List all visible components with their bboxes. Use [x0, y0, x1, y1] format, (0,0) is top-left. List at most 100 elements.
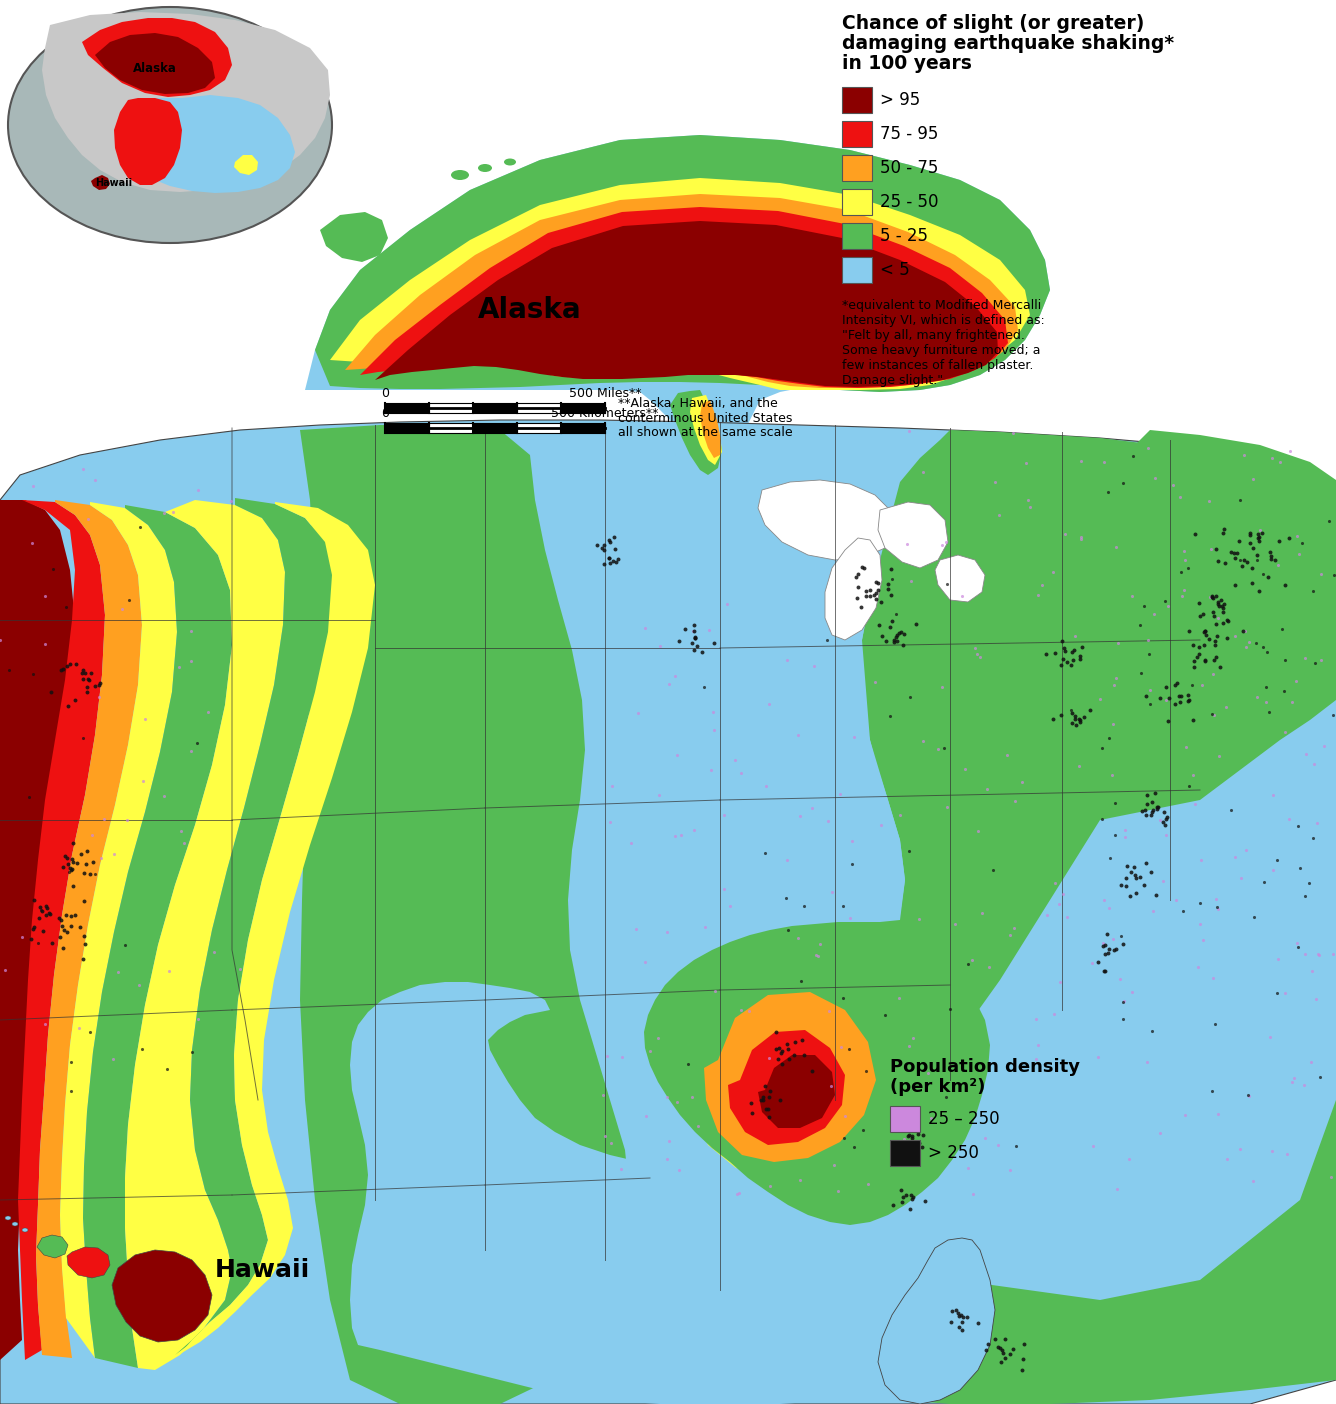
- Text: Hawaii: Hawaii: [95, 178, 132, 188]
- Point: [220, 490, 242, 512]
- Point: [1101, 764, 1122, 786]
- Polygon shape: [704, 993, 876, 1163]
- Point: [1145, 468, 1166, 490]
- Bar: [890, 1140, 921, 1165]
- Point: [1205, 612, 1226, 635]
- Point: [783, 1045, 804, 1067]
- Point: [1185, 793, 1206, 816]
- Point: [1213, 611, 1234, 633]
- Point: [1189, 591, 1210, 614]
- Point: [770, 1042, 791, 1064]
- Point: [1158, 687, 1180, 709]
- Point: [168, 656, 190, 678]
- Point: [1019, 496, 1041, 518]
- Polygon shape: [758, 1054, 835, 1127]
- Point: [975, 1126, 997, 1148]
- Point: [942, 1300, 963, 1323]
- Point: [945, 1299, 966, 1321]
- Point: [1275, 649, 1296, 671]
- Point: [758, 1047, 779, 1070]
- Point: [1186, 646, 1208, 668]
- Point: [1130, 663, 1152, 685]
- Point: [831, 1036, 852, 1059]
- Point: [174, 831, 195, 854]
- Bar: [890, 1106, 921, 1132]
- Text: > 95: > 95: [880, 91, 921, 110]
- Point: [1208, 591, 1229, 614]
- Point: [1233, 621, 1255, 643]
- Point: [1156, 807, 1177, 830]
- Point: [898, 1123, 919, 1146]
- Point: [1146, 797, 1168, 820]
- Bar: [385, 423, 429, 432]
- Point: [999, 1158, 1021, 1181]
- Point: [957, 1306, 978, 1328]
- Point: [1102, 928, 1124, 951]
- Polygon shape: [878, 503, 949, 569]
- Point: [51, 908, 72, 931]
- Point: [593, 539, 615, 562]
- Point: [816, 810, 838, 833]
- Point: [39, 901, 60, 924]
- Point: [912, 461, 934, 483]
- Point: [1192, 674, 1213, 696]
- Point: [1050, 970, 1071, 993]
- Point: [1136, 852, 1157, 875]
- Point: [1212, 597, 1233, 619]
- Point: [1043, 1002, 1065, 1025]
- Point: [56, 847, 77, 869]
- Polygon shape: [728, 1031, 844, 1146]
- Point: [656, 1148, 677, 1171]
- Point: [834, 1126, 855, 1148]
- Point: [68, 1016, 90, 1039]
- Point: [770, 1088, 791, 1111]
- Point: [1206, 896, 1228, 918]
- Point: [967, 643, 989, 665]
- Point: [681, 1085, 703, 1108]
- Text: 5 - 25: 5 - 25: [880, 227, 929, 246]
- Polygon shape: [95, 34, 215, 94]
- Point: [937, 573, 958, 595]
- Point: [1057, 906, 1078, 928]
- Point: [0, 959, 16, 981]
- Point: [596, 1045, 617, 1067]
- Point: [1027, 583, 1049, 605]
- Polygon shape: [0, 500, 75, 1360]
- Point: [154, 501, 175, 524]
- Point: [867, 571, 888, 594]
- Point: [1201, 1080, 1222, 1102]
- Point: [94, 807, 115, 830]
- Point: [1300, 1050, 1321, 1073]
- Point: [727, 1182, 748, 1205]
- Point: [1181, 674, 1202, 696]
- Point: [740, 1091, 762, 1113]
- Point: [640, 1039, 661, 1061]
- Point: [752, 1088, 774, 1111]
- Point: [842, 830, 863, 852]
- Point: [1206, 625, 1228, 647]
- Point: [1189, 636, 1210, 658]
- Point: [759, 1106, 780, 1129]
- Point: [668, 1158, 689, 1181]
- Point: [854, 556, 875, 578]
- Point: [1271, 618, 1292, 640]
- Text: damaging earthquake shaking*: damaging earthquake shaking*: [842, 34, 1174, 53]
- Point: [1308, 943, 1329, 966]
- Point: [931, 677, 953, 699]
- Point: [43, 557, 64, 580]
- Point: [754, 842, 775, 865]
- Point: [611, 1157, 632, 1179]
- Point: [665, 1091, 687, 1113]
- Point: [985, 1328, 1006, 1351]
- Point: [888, 987, 910, 1009]
- Point: [1206, 592, 1228, 615]
- Point: [1299, 872, 1320, 894]
- Point: [1140, 692, 1161, 715]
- Point: [1173, 900, 1194, 922]
- Point: [951, 1310, 973, 1332]
- Point: [656, 1085, 677, 1108]
- Point: [1149, 1122, 1170, 1144]
- Point: [1002, 421, 1023, 444]
- Point: [684, 626, 705, 649]
- Point: [967, 820, 989, 842]
